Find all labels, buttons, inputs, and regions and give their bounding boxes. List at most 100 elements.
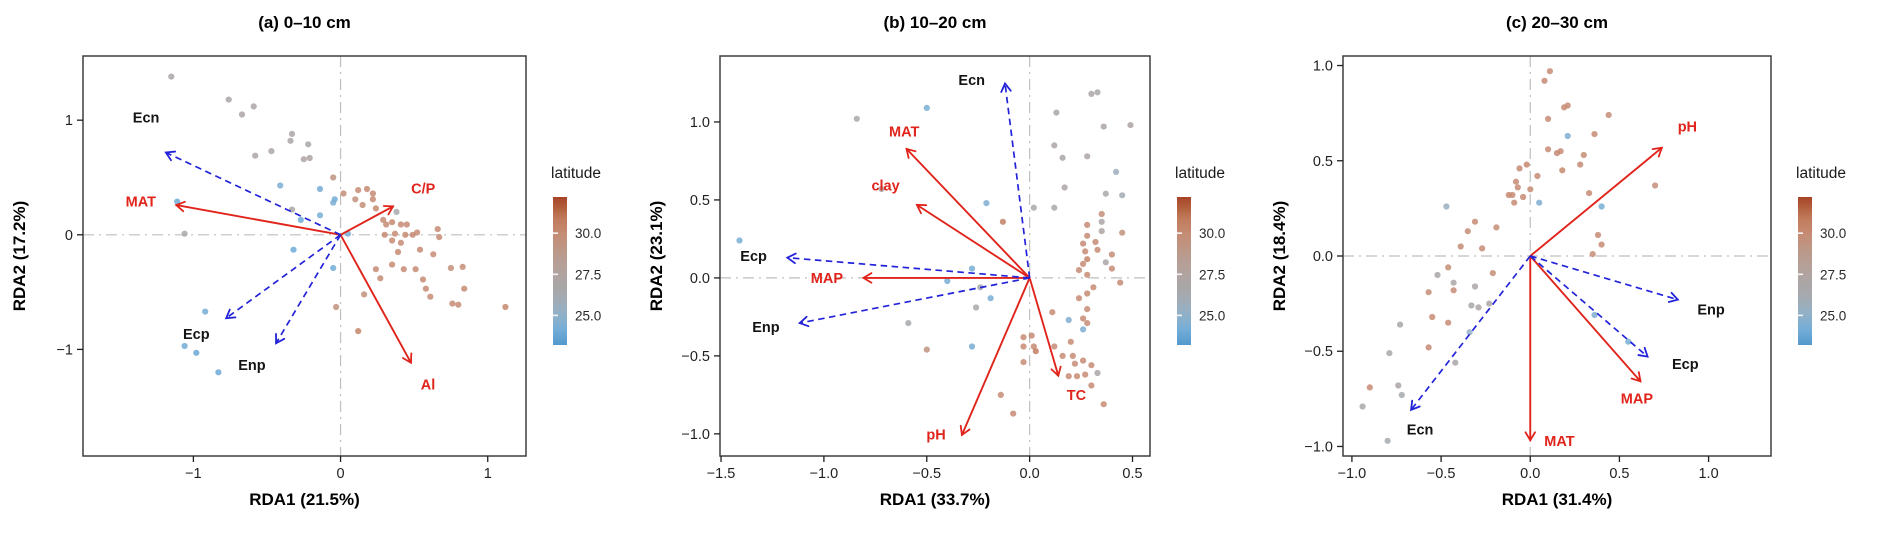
y-tick-label: −1.0 bbox=[1304, 439, 1333, 455]
sample-point bbox=[168, 73, 175, 80]
sample-point bbox=[1032, 348, 1039, 355]
x-axis-title: RDA1 (33.7%) bbox=[880, 490, 991, 509]
sample-point bbox=[1084, 306, 1091, 313]
sample-point bbox=[1059, 154, 1066, 161]
env-arrow-label-mat: MAT bbox=[126, 194, 156, 210]
sample-point bbox=[1509, 191, 1516, 199]
sample-point bbox=[1512, 178, 1520, 185]
sample-point bbox=[1071, 360, 1078, 367]
env-arrow-label-tc: TC bbox=[1067, 388, 1087, 404]
env-arrow-mat bbox=[905, 147, 1031, 279]
colorbar-tick-label: 25.0 bbox=[1199, 308, 1225, 323]
sample-point bbox=[1090, 284, 1097, 291]
sample-point bbox=[1084, 271, 1091, 278]
sample-point bbox=[1092, 238, 1099, 246]
sample-point bbox=[1084, 320, 1091, 327]
sample-point bbox=[1084, 256, 1091, 263]
sample-point bbox=[1523, 161, 1530, 168]
sample-point bbox=[1466, 329, 1473, 336]
colorbar-tick-label: 30.0 bbox=[1820, 226, 1846, 241]
sample-point bbox=[412, 266, 419, 273]
arrows-layer: MAT clay MAP TC pH Ecn Ecp Enp bbox=[740, 73, 1086, 443]
sample-point bbox=[1545, 115, 1552, 122]
sample-point bbox=[1589, 251, 1596, 258]
sample-point bbox=[340, 190, 347, 197]
sample-point bbox=[1020, 334, 1027, 341]
y-tick-label: 1.0 bbox=[1313, 59, 1333, 75]
y-tick-label: 0 bbox=[65, 228, 73, 244]
sample-point bbox=[1591, 311, 1598, 319]
sample-point bbox=[1489, 270, 1496, 277]
sample-point bbox=[1049, 309, 1056, 316]
sample-point bbox=[1084, 232, 1091, 239]
env-arrow-mat bbox=[174, 200, 341, 236]
sample-point bbox=[923, 346, 930, 353]
sample-point bbox=[461, 285, 468, 292]
sample-point bbox=[1479, 245, 1486, 252]
sample-point bbox=[1028, 332, 1035, 339]
sample-point bbox=[1102, 259, 1109, 266]
sample-point bbox=[330, 199, 337, 206]
sample-point bbox=[983, 200, 990, 207]
latitude-legend: latitude 30.0 27.5 25.0 bbox=[1796, 165, 1846, 345]
sample-point bbox=[250, 103, 257, 110]
sample-point bbox=[1397, 321, 1404, 328]
sample-point bbox=[1084, 290, 1091, 297]
x-tick-label: −1.0 bbox=[810, 466, 839, 482]
sample-point bbox=[1577, 161, 1584, 168]
sample-point bbox=[1471, 283, 1479, 290]
sample-point bbox=[1098, 218, 1105, 225]
sample-point bbox=[1080, 357, 1087, 364]
sample-point bbox=[333, 303, 340, 311]
sample-point bbox=[389, 237, 396, 244]
species-arrow-label-enp: Enp bbox=[238, 358, 266, 374]
env-arrow-label-ph: pH bbox=[926, 427, 945, 443]
colorbar bbox=[1177, 197, 1191, 345]
sample-point bbox=[1102, 190, 1109, 197]
sample-point bbox=[225, 96, 232, 103]
colorbar-tick-label: 30.0 bbox=[575, 226, 601, 241]
sample-point bbox=[1450, 287, 1457, 294]
sample-point bbox=[380, 216, 387, 223]
sample-point bbox=[436, 234, 443, 241]
colorbar bbox=[1798, 197, 1812, 345]
x-tick-label: 0 bbox=[337, 466, 345, 482]
colorbar bbox=[553, 197, 567, 345]
env-arrow-ph bbox=[959, 277, 1031, 437]
sample-point bbox=[973, 304, 980, 311]
sample-point bbox=[1073, 373, 1081, 380]
latitude-legend: latitude 30.0 27.5 25.0 bbox=[1175, 165, 1225, 345]
sample-point bbox=[372, 266, 379, 273]
colorbar-tick-label: 30.0 bbox=[1199, 226, 1225, 241]
sample-point bbox=[968, 265, 976, 272]
sample-point bbox=[193, 349, 200, 356]
sample-point bbox=[400, 266, 407, 273]
sample-point bbox=[878, 185, 885, 193]
sample-point bbox=[1088, 382, 1095, 389]
sample-point bbox=[1088, 362, 1095, 369]
sample-point bbox=[1020, 359, 1027, 366]
env-arrow-tc bbox=[1028, 277, 1062, 378]
sample-point bbox=[1098, 210, 1105, 218]
y-tick-label: 1 bbox=[65, 113, 73, 129]
env-arrow-al bbox=[339, 234, 413, 365]
sample-point bbox=[1065, 373, 1072, 380]
sample-point bbox=[1051, 343, 1058, 350]
sample-point bbox=[1511, 199, 1518, 206]
x-tick-label: −1.5 bbox=[707, 466, 736, 482]
sample-point bbox=[1094, 89, 1101, 96]
sample-point bbox=[383, 221, 390, 228]
sample-point bbox=[1445, 264, 1452, 271]
sample-point bbox=[1425, 344, 1432, 351]
sample-point bbox=[1625, 338, 1632, 345]
sample-point bbox=[736, 237, 743, 244]
sample-point bbox=[923, 104, 930, 111]
sample-point bbox=[1452, 359, 1459, 366]
sample-point bbox=[1359, 403, 1366, 410]
sample-point bbox=[1445, 319, 1452, 326]
panel-a: MAT C/P Al Ecn Ecp Enp −1 0 1 −1 0 1 (a) 0–10 cm RDA1… bbox=[10, 13, 601, 509]
sample-point bbox=[1020, 343, 1027, 350]
species-arrow-label-ecp: Ecp bbox=[1672, 357, 1699, 373]
sample-point bbox=[355, 328, 362, 335]
